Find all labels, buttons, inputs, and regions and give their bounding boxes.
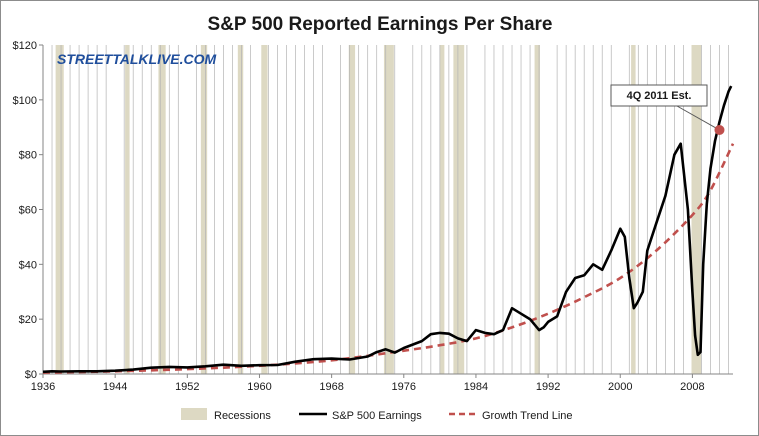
callout-leader [676, 105, 720, 131]
series-lines [42, 85, 735, 374]
legend-label-recessions: Recessions [214, 410, 271, 422]
y-tick-label-5: $100 [13, 95, 37, 107]
x-tick-label-7: 1992 [536, 381, 560, 393]
callout-box [610, 84, 708, 107]
chart-title: S&P 500 Reported Earnings Per Share [208, 14, 553, 35]
y-tick-label-2: $40 [19, 259, 37, 271]
x-tick-label-1: 1944 [103, 381, 127, 393]
recession-band-1 [125, 45, 130, 374]
recession-band-9 [453, 45, 465, 374]
recession-band-0 [55, 45, 64, 374]
recession-band-5 [261, 45, 268, 374]
callout: 4Q 2011 Est. [610, 84, 725, 135]
recession-band-12 [691, 45, 702, 374]
estimate-marker [714, 124, 725, 135]
x-tick-label-0: 1936 [31, 381, 55, 393]
legend-swatch-recessions [181, 408, 207, 420]
recession-band-10 [534, 45, 540, 374]
callout-label: 4Q 2011 Est. [627, 90, 692, 102]
x-tick-label-8: 2000 [608, 381, 632, 393]
recession-band-4 [237, 45, 244, 374]
x-tick-label-3: 1960 [247, 381, 271, 393]
axis-ticks: $0 $20 $40 $60 $80 $100 $120 1936 1944 1952 1960 19… [13, 40, 705, 393]
x-tick-label-9: 2008 [680, 381, 704, 393]
y-tick-label-6: $120 [13, 40, 37, 52]
recession-band-6 [348, 45, 356, 374]
recession-band-3 [200, 45, 208, 374]
x-tick-label-4: 1968 [319, 381, 343, 393]
y-tick-label-4: $80 [19, 150, 37, 162]
watermark: STREETTALKLIVE.COM [57, 51, 217, 67]
recession-band-11 [631, 45, 636, 374]
y-tick-label-0: $0 [25, 369, 37, 381]
recession-band-8 [439, 45, 445, 374]
x-tick-label-2: 1952 [175, 381, 199, 393]
y-tick-label-3: $60 [19, 205, 37, 217]
legend: Recessions S&P 500 Earnings Growth Trend… [181, 408, 573, 422]
x-tick-label-6: 1984 [464, 381, 488, 393]
legend-label-earnings: S&P 500 Earnings [332, 410, 422, 422]
recession-band-2 [158, 45, 166, 374]
grid-lines [51, 45, 729, 374]
recession-band-7 [383, 45, 394, 374]
y-tick-label-1: $20 [19, 314, 37, 326]
series-line-sp500-earnings [42, 85, 733, 374]
legend-label-trend: Growth Trend Line [482, 410, 573, 422]
x-tick-label-5: 1976 [392, 381, 416, 393]
recession-bands [55, 45, 702, 374]
